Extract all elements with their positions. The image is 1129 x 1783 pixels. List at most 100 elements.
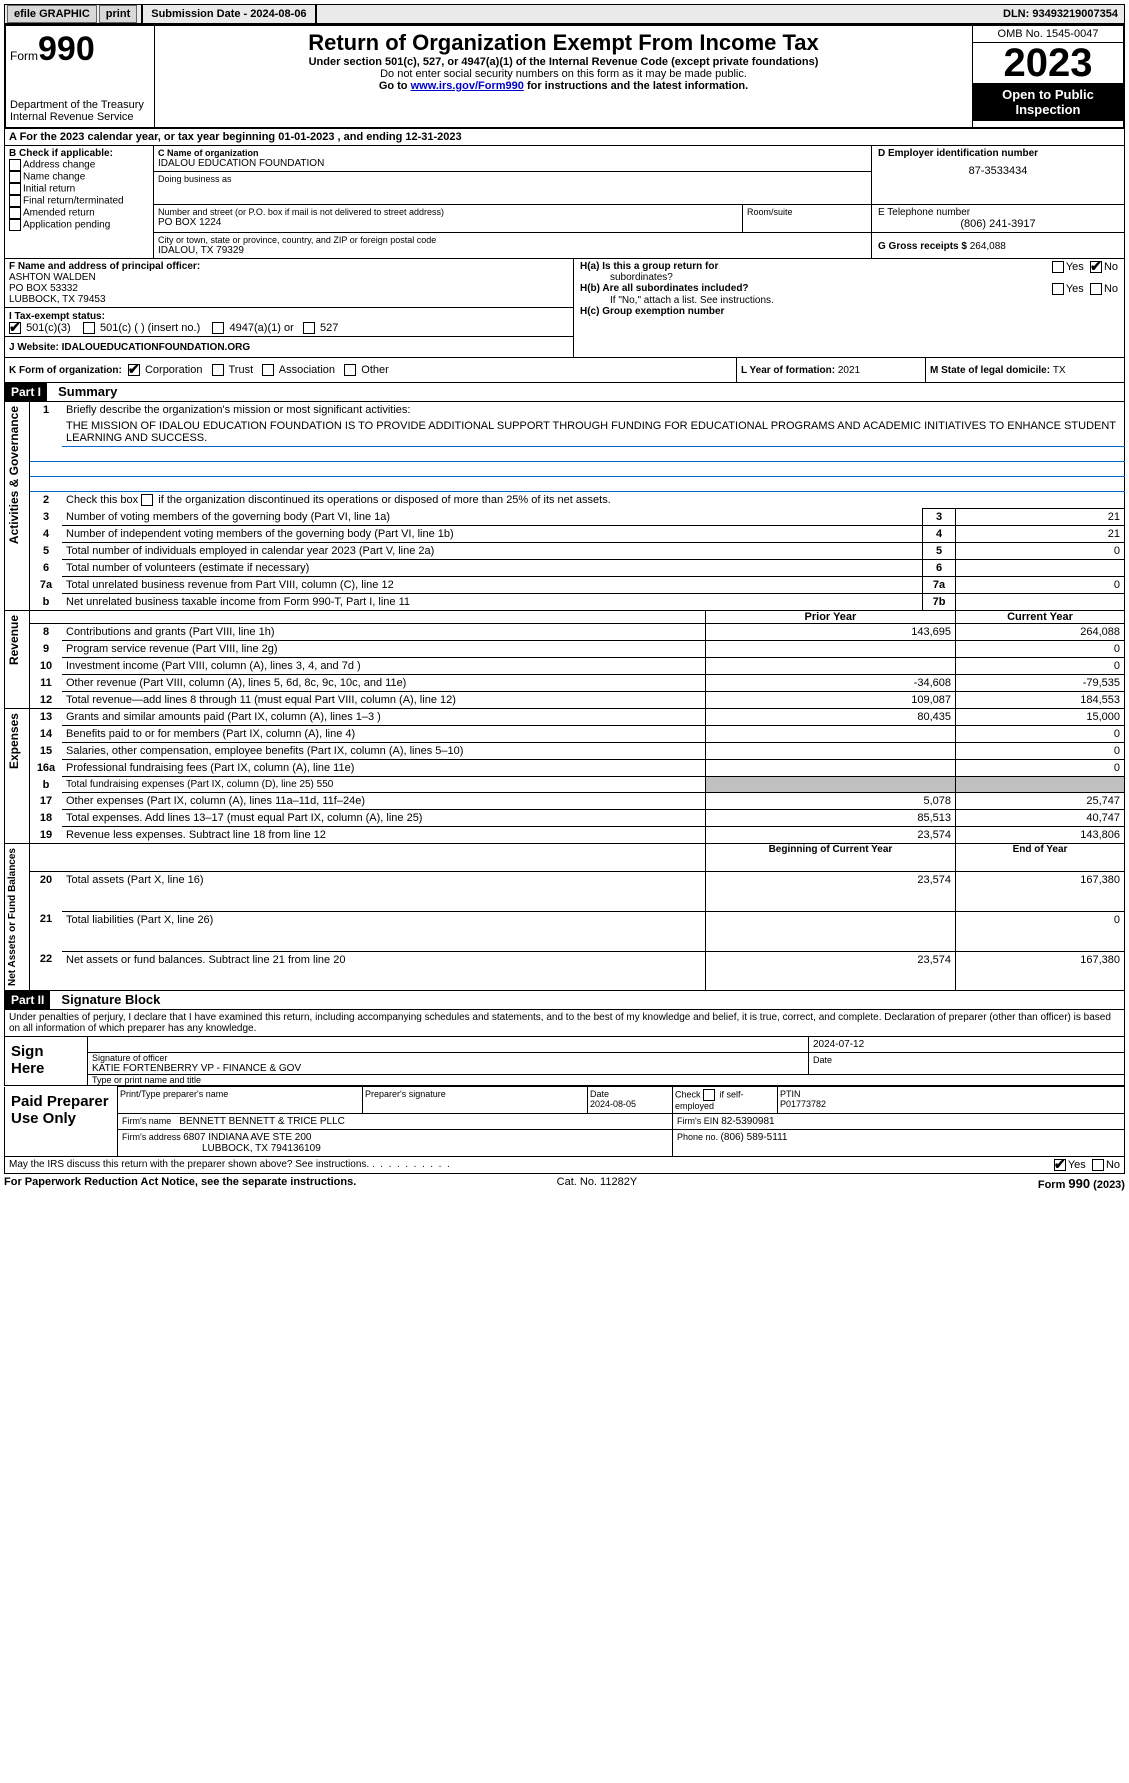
cb-initial-return[interactable] xyxy=(9,183,21,195)
line-k-label: K Form of organization: xyxy=(9,365,122,376)
discuss-yes[interactable] xyxy=(1054,1159,1066,1171)
discuss-no[interactable] xyxy=(1092,1159,1104,1171)
form-subtitle-2: Do not enter social security numbers on … xyxy=(163,68,964,80)
part2-header: Part II Signature Block xyxy=(4,991,1125,1010)
row-7b: bNet unrelated business taxable income f… xyxy=(5,594,1125,611)
dln-label: DLN: 93493219007354 xyxy=(1003,8,1124,20)
row-5: 5Total number of individuals employed in… xyxy=(5,543,1125,560)
box-g-label: G Gross receipts $ xyxy=(878,241,970,252)
row-16a: 16aProfessional fundraising fees (Part I… xyxy=(5,760,1125,777)
website-value: IDALOUEDUCATIONFOUNDATION.ORG xyxy=(62,342,251,353)
efile-button[interactable]: efile GRAPHIC xyxy=(7,5,97,23)
ha-yes[interactable] xyxy=(1052,261,1064,273)
irs-label: Internal Revenue Service xyxy=(10,111,150,123)
cb-address-change[interactable] xyxy=(9,159,21,171)
hb-no[interactable] xyxy=(1090,283,1102,295)
cb-discontinued[interactable] xyxy=(141,494,153,506)
cb-501c[interactable] xyxy=(83,322,95,334)
irs-link[interactable]: www.irs.gov/Form990 xyxy=(411,80,524,92)
cb-corp[interactable] xyxy=(128,364,140,376)
perjury-text: Under penalties of perjury, I declare th… xyxy=(4,1010,1125,1037)
cb-4947[interactable] xyxy=(212,322,224,334)
row-18: 18Total expenses. Add lines 13–17 (must … xyxy=(5,810,1125,827)
row-12: 12Total revenue—add lines 8 through 11 (… xyxy=(5,692,1125,709)
line-a: A For the 2023 calendar year, or tax yea… xyxy=(4,129,1125,146)
row-11: 11Other revenue (Part VIII, column (A), … xyxy=(5,675,1125,692)
hb-yes[interactable] xyxy=(1052,283,1064,295)
box-d-label: D Employer identification number xyxy=(878,148,1118,159)
page-footer: For Paperwork Reduction Act Notice, see … xyxy=(4,1174,1125,1191)
row-15: 15Salaries, other compensation, employee… xyxy=(5,743,1125,760)
part1-header: Part I Summary xyxy=(4,383,1125,402)
row-19: 19Revenue less expenses. Subtract line 1… xyxy=(5,827,1125,844)
paid-preparer-block: Paid Preparer Use Only Print/Type prepar… xyxy=(4,1086,1125,1157)
cb-name-change[interactable] xyxy=(9,171,21,183)
type-name-label: Type or print name and title xyxy=(88,1075,1125,1086)
firm-name: BENNETT BENNETT & TRICE PLLC xyxy=(179,1116,345,1127)
klm-block: K Form of organization: Corporation Trus… xyxy=(4,358,1125,383)
box-f-label: F Name and address of principal officer: xyxy=(9,261,569,272)
state-domicile: TX xyxy=(1053,365,1066,376)
officer-block: F Name and address of principal officer:… xyxy=(4,259,1125,358)
row-14: 14Benefits paid to or for members (Part … xyxy=(5,726,1125,743)
submission-date-label: Submission Date - 2024-08-06 xyxy=(147,8,310,20)
gross-receipts: 264,088 xyxy=(970,241,1006,252)
l1-label: Briefly describe the organization's miss… xyxy=(62,402,1125,418)
ein-value: 87-3533434 xyxy=(878,159,1118,177)
mission-text: THE MISSION OF IDALOU EDUCATION FOUNDATI… xyxy=(62,418,1125,447)
addr-value: PO BOX 1224 xyxy=(158,217,738,228)
ptin-value: P01773782 xyxy=(780,1099,826,1109)
form-title: Return of Organization Exempt From Incom… xyxy=(163,30,964,56)
row-3: 3Number of voting members of the governi… xyxy=(5,509,1125,526)
cb-app-pending[interactable] xyxy=(9,219,21,231)
hdr-begin: Beginning of Current Year xyxy=(705,844,955,872)
form-header: Form990 Department of the Treasury Inter… xyxy=(4,24,1125,129)
org-name: IDALOU EDUCATION FOUNDATION xyxy=(158,158,867,169)
form-ref: Form 990 (2023) xyxy=(1038,1176,1125,1191)
form-subtitle-3: Go to www.irs.gov/Form990 for instructio… xyxy=(163,80,964,92)
paid-preparer-label: Paid Preparer Use Only xyxy=(5,1087,118,1157)
officer-title: KATIE FORTENBERRY VP - FINANCE & GOV xyxy=(92,1063,804,1074)
row-21: 21Total liabilities (Part X, line 26)0 xyxy=(5,911,1125,951)
officer-name: ASHTON WALDEN xyxy=(9,272,569,283)
entity-block: B Check if applicable: Address change Na… xyxy=(4,146,1125,259)
sign-here-label: Sign Here xyxy=(5,1037,88,1086)
top-toolbar: efile GRAPHIC print Submission Date - 20… xyxy=(4,4,1125,24)
cb-trust[interactable] xyxy=(212,364,224,376)
cb-assoc[interactable] xyxy=(262,364,274,376)
ha-no[interactable] xyxy=(1090,261,1102,273)
room-label: Room/suite xyxy=(747,207,867,217)
year-formation: 2021 xyxy=(838,365,860,376)
cb-other[interactable] xyxy=(344,364,356,376)
row-10: 10Investment income (Part VIII, column (… xyxy=(5,658,1125,675)
line-j-label: J Website: xyxy=(9,342,62,353)
cb-self-employed[interactable] xyxy=(703,1089,715,1101)
hdr-current: Current Year xyxy=(956,611,1125,624)
box-c-name-label: C Name of organization xyxy=(158,148,867,158)
tax-year: 2023 xyxy=(973,43,1123,83)
side-netassets: Net Assets or Fund Balances xyxy=(5,844,20,990)
cb-amended[interactable] xyxy=(9,207,21,219)
hb-note: If "No," attach a list. See instructions… xyxy=(580,295,1118,306)
print-button[interactable]: print xyxy=(99,5,137,23)
officer-addr2: LUBBOCK, TX 79453 xyxy=(9,294,569,305)
discuss-row: May the IRS discuss this return with the… xyxy=(4,1157,1125,1174)
summary-table: Activities & Governance 1 Briefly descri… xyxy=(4,402,1125,991)
row-6: 6Total number of volunteers (estimate if… xyxy=(5,560,1125,577)
prep-name-label: Print/Type preparer's name xyxy=(118,1087,363,1114)
row-17: 17Other expenses (Part IX, column (A), l… xyxy=(5,793,1125,810)
row-4: 4Number of independent voting members of… xyxy=(5,526,1125,543)
ha-label: H(a) Is this a group return for xyxy=(580,261,966,272)
cb-527[interactable] xyxy=(303,322,315,334)
officer-addr1: PO BOX 53332 xyxy=(9,283,569,294)
cb-final-return[interactable] xyxy=(9,195,21,207)
row-9: 9Program service revenue (Part VIII, lin… xyxy=(5,641,1125,658)
dba-label: Doing business as xyxy=(158,174,867,184)
hc-label: H(c) Group exemption number xyxy=(580,306,1118,317)
city-value: IDALOU, TX 79329 xyxy=(158,245,867,256)
cb-501c3[interactable] xyxy=(9,322,21,334)
sig-date: 2024-07-12 xyxy=(809,1037,1125,1053)
firm-addr2: LUBBOCK, TX 794136109 xyxy=(122,1143,321,1154)
row-7a: 7aTotal unrelated business revenue from … xyxy=(5,577,1125,594)
side-expenses: Expenses xyxy=(5,709,23,773)
